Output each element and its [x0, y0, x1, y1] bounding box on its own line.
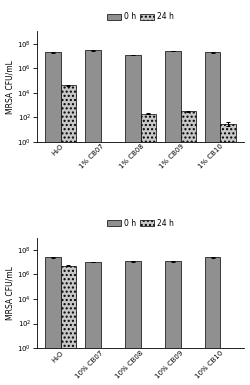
- Bar: [220, 124, 236, 385]
- Bar: [126, 261, 140, 385]
- Bar: [165, 51, 180, 385]
- Bar: [61, 266, 76, 385]
- Bar: [86, 262, 101, 385]
- Bar: [61, 85, 76, 385]
- Bar: [205, 52, 220, 385]
- Bar: [165, 261, 180, 385]
- Bar: [140, 114, 156, 385]
- Bar: [46, 257, 61, 385]
- Legend: 0 h, 24 h: 0 h, 24 h: [106, 217, 176, 229]
- Bar: [126, 55, 140, 385]
- Bar: [205, 257, 220, 385]
- Y-axis label: MRSA CFU/mL: MRSA CFU/mL: [6, 266, 15, 320]
- Legend: 0 h, 24 h: 0 h, 24 h: [106, 11, 176, 23]
- Bar: [86, 50, 101, 385]
- Y-axis label: MRSA CFU/mL: MRSA CFU/mL: [6, 60, 15, 114]
- Bar: [46, 52, 61, 385]
- Bar: [180, 112, 196, 385]
